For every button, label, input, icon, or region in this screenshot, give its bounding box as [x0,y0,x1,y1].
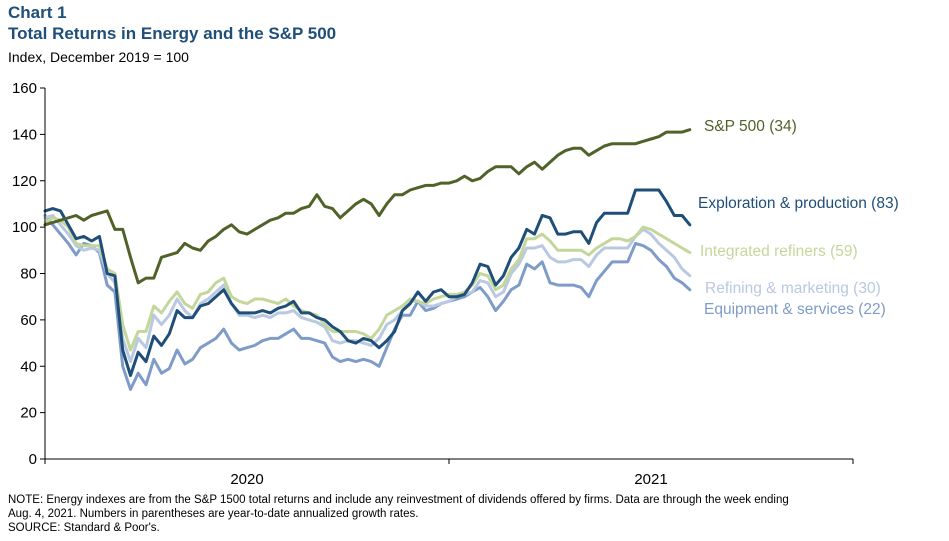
y-tick-label: 60 [20,312,37,329]
y-tick-label: 20 [20,405,37,422]
series-labels: S&P 500 (34) Exploration & production (83… [698,118,899,318]
y-tick-label: 100 [12,219,37,236]
series-label-exploration-and-production: Exploration & production (83) [698,195,899,212]
y-tick-label: 160 [12,80,37,97]
y-tick-label: 140 [12,126,37,143]
note-line-2: Aug. 4, 2021. Numbers in parentheses are… [8,508,419,520]
series-lines [43,128,692,391]
chart-label: Chart 1 [8,3,67,22]
y-tick-label: 80 [20,266,37,283]
series-label-refining-and-marketing: Refining & marketing (30) [705,280,881,297]
x-axis-ticks: 2020 2021 [44,459,854,488]
series-label-equipment-and-services: Equipment & services (22) [704,301,886,318]
series-line-exploration-and-production [43,188,692,377]
y-axis-ticks: 0 20 40 60 80 100 120 140 160 [12,80,45,468]
footnotes: NOTE: Energy indexes are from the S&P 15… [8,493,943,535]
chart-title: Total Returns in Energy and the S&P 500 [8,24,337,43]
series-line-equipment-and-services [43,214,692,391]
series-label-sandp-500: S&P 500 (34) [704,118,797,135]
note-line-1: NOTE: Energy indexes are from the S&P 15… [8,494,789,506]
y-tick-label: 120 [12,173,37,190]
line-chart: 0 20 40 60 80 100 120 140 160 2020 2021 S&P 500 (… [12,80,899,488]
source-line: SOURCE: Standard & Poor's. [8,522,160,534]
series-line-refining-and-marketing [43,214,692,364]
series-line-integrated-refiners [43,216,692,352]
y-tick-label: 0 [29,451,37,468]
series-line-sandp-500 [43,128,692,285]
x-tick-label: 2020 [230,471,263,488]
series-label-integrated-refiners: Integrated refiners (59) [700,243,858,260]
chart-subtitle: Index, December 2019 = 100 [8,49,189,65]
y-tick-label: 40 [20,358,37,375]
x-tick-label: 2021 [634,471,667,488]
